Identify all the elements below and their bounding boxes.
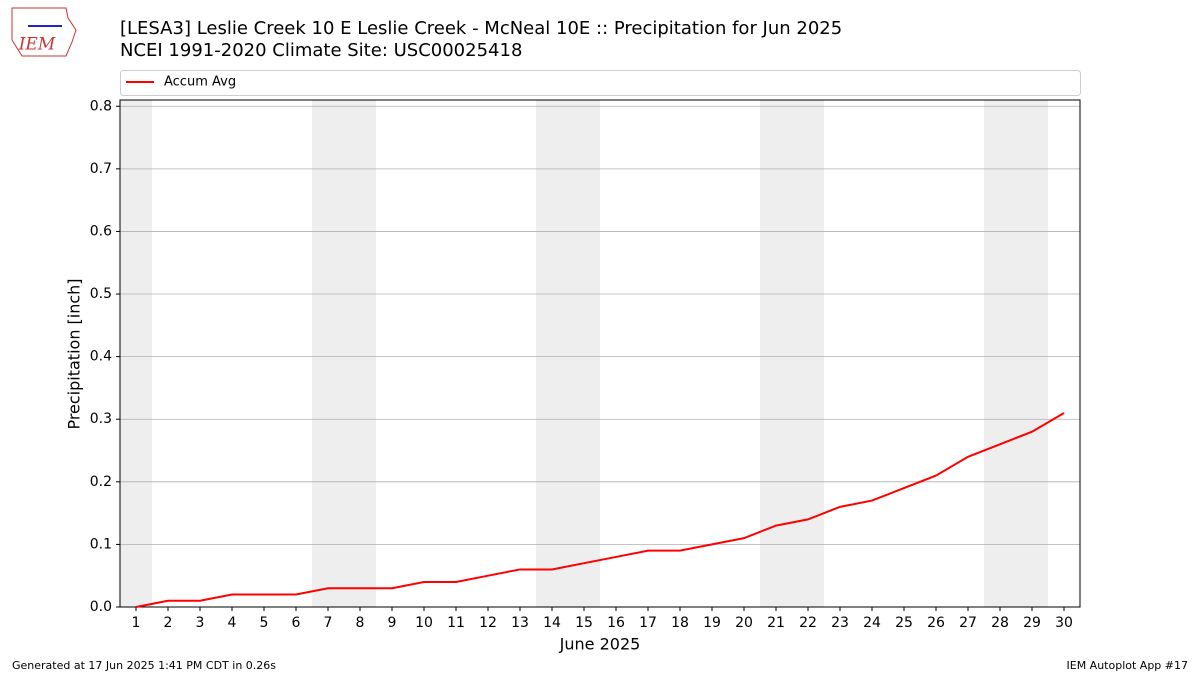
logo-text: IEM [18,35,56,55]
shaded-day [984,100,1016,607]
x-tick-label: 11 [447,615,465,631]
x-tick-label: 24 [863,615,881,631]
legend-label: Accum Avg [164,75,236,90]
x-tick-label: 18 [671,615,689,631]
x-tick-label: 28 [991,615,1009,631]
x-axis-label: June 2025 [559,635,641,654]
shaded-day [568,100,600,607]
y-tick-label: 0.6 [90,223,112,239]
x-tick-label: 26 [927,615,945,631]
x-tick-label: 14 [543,615,561,631]
y-tick-label: 0.8 [90,98,112,114]
y-tick-label: 0.2 [90,474,112,490]
shaded-day [1016,100,1048,607]
x-tick-label: 6 [292,615,301,631]
legend-box [120,70,1081,96]
y-tick-label: 0.4 [90,349,112,365]
shaded-day [344,100,376,607]
x-tick-label: 5 [260,615,269,631]
shaded-day [792,100,824,607]
x-tick-label: 19 [703,615,721,631]
x-tick-label: 17 [639,615,657,631]
y-tick-label: 0.0 [90,599,112,615]
plot-frame [119,99,1081,608]
shaded-day [120,100,152,607]
x-tick-label: 12 [479,615,497,631]
y-tick-label: 0.5 [90,286,112,302]
x-tick-label: 7 [324,615,333,631]
y-axis-label: Precipitation [inch] [65,278,84,429]
shaded-day [760,100,792,607]
x-tick-label: 30 [1055,615,1073,631]
x-tick-label: 4 [228,615,237,631]
footer-left: Generated at 17 Jun 2025 1:41 PM CDT in … [12,659,276,672]
chart-subtitle: NCEI 1991-2020 Climate Site: USC00025418 [120,40,522,61]
x-tick-label: 13 [511,615,529,631]
shaded-day [312,100,344,607]
x-tick-label: 27 [959,615,977,631]
y-tick-label: 0.1 [90,536,112,552]
x-tick-label: 25 [895,615,913,631]
x-tick-label: 3 [196,615,205,631]
shaded-day [536,100,568,607]
y-tick-label: 0.3 [90,411,112,427]
x-tick-label: 15 [575,615,593,631]
x-tick-label: 23 [831,615,849,631]
x-tick-label: 21 [767,615,785,631]
x-tick-label: 8 [356,615,365,631]
x-tick-label: 29 [1023,615,1041,631]
x-tick-label: 2 [164,615,173,631]
x-tick-label: 16 [607,615,625,631]
footer-right: IEM Autoplot App #17 [1067,659,1189,672]
x-tick-label: 1 [132,615,141,631]
x-tick-label: 9 [388,615,397,631]
x-tick-label: 22 [799,615,817,631]
chart-title: [LESA3] Leslie Creek 10 E Leslie Creek -… [120,18,842,39]
logo-shape [11,7,77,57]
x-tick-label: 10 [415,615,433,631]
x-tick-label: 20 [735,615,753,631]
y-tick-label: 0.7 [90,161,112,177]
data-line [135,412,1065,608]
logo: IEM [11,7,77,57]
